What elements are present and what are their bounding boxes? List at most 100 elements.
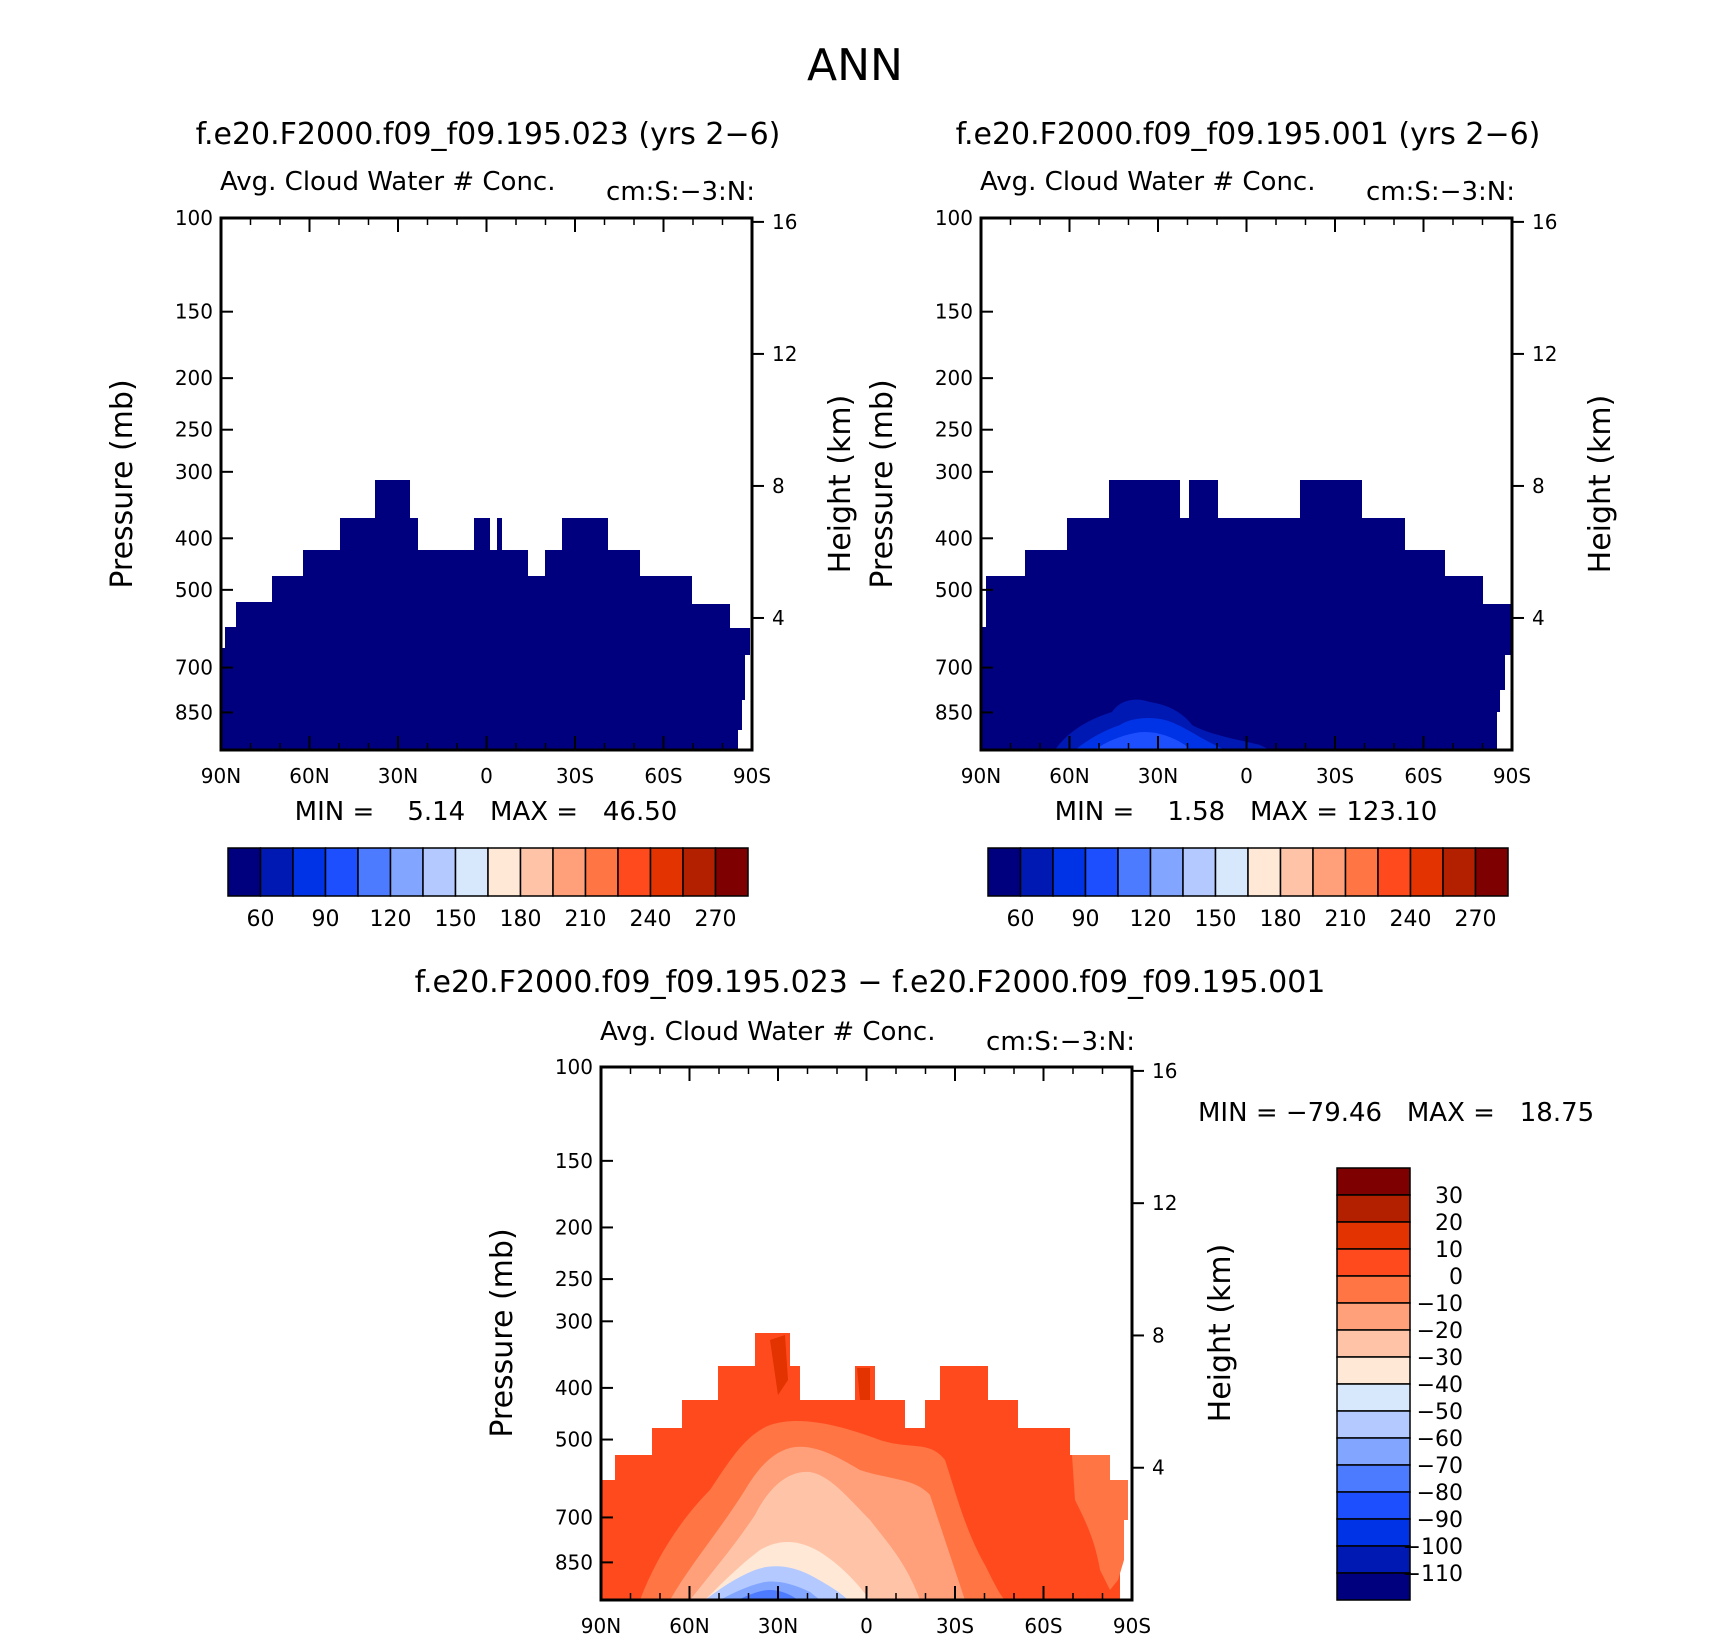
panel-3-xtick-label-0: 90N	[581, 1614, 621, 1638]
panel-3-colorbar-label-5: −20	[1417, 1319, 1463, 1344]
panel-2-colorbar-swatch-14	[1442, 847, 1477, 897]
panel-3-y2tick-label-1: 12	[1152, 1191, 1177, 1215]
panel-2-ytick-label-7: 700	[935, 656, 973, 680]
panel-3-xtick-label-3: 0	[860, 1614, 873, 1638]
panel-3-colorbar-label-13: −100	[1403, 1535, 1463, 1560]
panel-1-ylabel: Pressure (mb)	[105, 379, 140, 588]
panel-1-colorbar-swatch-14	[682, 847, 717, 897]
panel-1-y2tick-label-1: 12	[772, 342, 797, 366]
panel-1-colorbar-label-3: 150	[435, 907, 477, 932]
panel-1-title: f.e20.F2000.f09_f09.195.023 (yrs 2−6)	[196, 117, 781, 152]
panel-1-colorbar-swatch-8	[487, 847, 522, 897]
panel-3: f.e20.F2000.f09_f09.195.023 − f.e20.F200…	[415, 965, 1595, 1638]
panel-3-field-east	[1072, 1455, 1128, 1590]
panel-3-ytick-label-4: 300	[555, 1309, 593, 1333]
panel-3-colorbar-label-9: −60	[1417, 1427, 1463, 1452]
panel-2-field	[981, 480, 1512, 750]
panel-3-colorbar-label-0: 30	[1435, 1184, 1463, 1209]
panel-1-colorbar-swatch-5	[389, 847, 424, 897]
panel-1-colorbar-swatch-10	[552, 847, 587, 897]
panel-1-colorbar-swatch-9	[519, 847, 554, 897]
panel-2-ytick-label-0: 100	[935, 206, 973, 230]
figure-title: ANN	[807, 40, 903, 91]
panel-1-field	[221, 480, 750, 750]
panel-1-colorbar-label-4: 180	[500, 907, 542, 932]
panel-3-y2tick-label-2: 8	[1152, 1323, 1165, 1347]
panel-1-ytick-label-1: 150	[175, 300, 213, 324]
panel-2-colorbar-swatch-3	[1084, 847, 1119, 897]
panel-3-colorbar-label-1: 20	[1435, 1211, 1463, 1236]
panel-2-colorbar-label-3: 150	[1195, 907, 1237, 932]
panel-2-colorbar-label-2: 120	[1130, 907, 1172, 932]
panel-1-y2tick-label-2: 8	[772, 474, 785, 498]
panel-3-axes: 100 150 200 250 300 400 500 700 850 90N 60N 30N 0 30…	[555, 1055, 1178, 1638]
panel-3-colorbar-swatch-9	[1336, 1410, 1411, 1439]
panel-3-ytick-label-3: 250	[555, 1267, 593, 1291]
panel-2-colorbar-swatch-7	[1214, 847, 1249, 897]
panel-3-colorbar-label-11: −80	[1417, 1481, 1463, 1506]
panel-1: f.e20.F2000.f09_f09.195.023 (yrs 2−6) Av…	[105, 117, 858, 932]
panel-3-colorbar-label-14: −110	[1403, 1562, 1463, 1587]
panel-2-stats: MIN = 1.58 MAX = 123.10	[1055, 797, 1438, 827]
panel-2-axes: 100 150 200 250 300 400 500 700 850 90N 60N 30N 0 30…	[935, 206, 1558, 788]
panel-1-colorbar-swatch-2	[292, 847, 327, 897]
panel-1-y2label: Height (km)	[823, 395, 858, 574]
panel-1-colorbar-label-2: 120	[370, 907, 412, 932]
panel-1-xtick-label-3: 0	[480, 764, 493, 788]
panel-2-y2tick-label-0: 16	[1532, 210, 1557, 234]
panel-2-colorbar-label-0: 60	[1007, 907, 1035, 932]
panel-1-y2tick-label-0: 16	[772, 210, 797, 234]
panel-3-colorbar-label-8: −50	[1417, 1400, 1463, 1425]
panel-3-field	[601, 1333, 1128, 1600]
panel-1-stats: MIN = 5.14 MAX = 46.50	[295, 797, 678, 827]
panel-3-colorbar-swatch-11	[1336, 1464, 1411, 1493]
panel-1-ytick-label-8: 850	[175, 700, 213, 724]
panel-1-colorbar-label-0: 60	[247, 907, 275, 932]
panel-3-colorbar-swatch-7	[1336, 1356, 1411, 1385]
panel-2-colorbar-swatch-1	[1019, 847, 1054, 897]
panel-2-y2tick-label-3: 4	[1532, 606, 1545, 630]
panel-3-y2tick-label-0: 16	[1152, 1059, 1177, 1083]
panel-3-ytick-label-5: 400	[555, 1376, 593, 1400]
panel-2-colorbar-swatch-11	[1344, 847, 1379, 897]
panel-3-ytick-label-6: 500	[555, 1428, 593, 1452]
panel-2-xtick-label-3: 0	[1240, 764, 1253, 788]
panel-2-ytick-label-4: 300	[935, 460, 973, 484]
panel-1-ytick-label-6: 500	[175, 578, 213, 602]
panel-2-colorbar-label-7: 270	[1455, 907, 1497, 932]
panel-3-colorbar-swatch-13	[1336, 1518, 1411, 1547]
panel-2-ytick-label-2: 200	[935, 366, 973, 390]
panel-3-colorbar-swatch-14	[1336, 1545, 1411, 1574]
panel-3-colorbar-swatch-5	[1336, 1302, 1411, 1331]
panel-2-colorbar-swatch-6	[1182, 847, 1217, 897]
panel-1-colorbar-swatch-13	[649, 847, 684, 897]
panel-2-colorbar-label-6: 240	[1390, 907, 1432, 932]
panel-2-colorbar-swatch-13	[1409, 847, 1444, 897]
panel-1-colorbar-swatch-0	[227, 847, 262, 897]
panel-2-y2label: Height (km)	[1583, 395, 1618, 574]
panel-1-xtick-label-1: 60N	[289, 764, 329, 788]
panel-1-colorbar-label-6: 240	[630, 907, 672, 932]
panel-2-colorbar-swatch-5	[1149, 847, 1184, 897]
panel-3-colorbar: 3020100−10−20−30−40−50−60−70−80−90−100−1…	[1336, 1167, 1463, 1601]
panel-2-units-label: cm:S:−3:N:	[1366, 177, 1515, 207]
panel-2-colorbar-swatch-12	[1377, 847, 1412, 897]
panel-2-colorbar-swatch-15	[1474, 847, 1509, 897]
panel-1-ytick-label-2: 200	[175, 366, 213, 390]
panel-2-colorbar-swatch-8	[1247, 847, 1282, 897]
panel-3-ytick-label-1: 150	[555, 1149, 593, 1173]
panel-3-xtick-label-5: 60S	[1024, 1614, 1062, 1638]
panel-1-ytick-label-5: 400	[175, 526, 213, 550]
panel-3-colorbar-swatch-6	[1336, 1329, 1411, 1358]
panel-2-y2tick-label-1: 12	[1532, 342, 1557, 366]
panel-2-ytick-label-5: 400	[935, 526, 973, 550]
panel-3-colorbar-swatch-15	[1336, 1572, 1411, 1601]
panel-2-xtick-label-5: 60S	[1404, 764, 1442, 788]
panel-2-xtick-label-0: 90N	[961, 764, 1001, 788]
panel-2: f.e20.F2000.f09_f09.195.001 (yrs 2−6) Av…	[865, 117, 1618, 932]
panel-1-colorbar-swatch-3	[324, 847, 359, 897]
panel-3-ytick-label-7: 700	[555, 1505, 593, 1529]
panel-3-colorbar-swatch-4	[1336, 1275, 1411, 1304]
panel-2-colorbar-swatch-10	[1312, 847, 1347, 897]
